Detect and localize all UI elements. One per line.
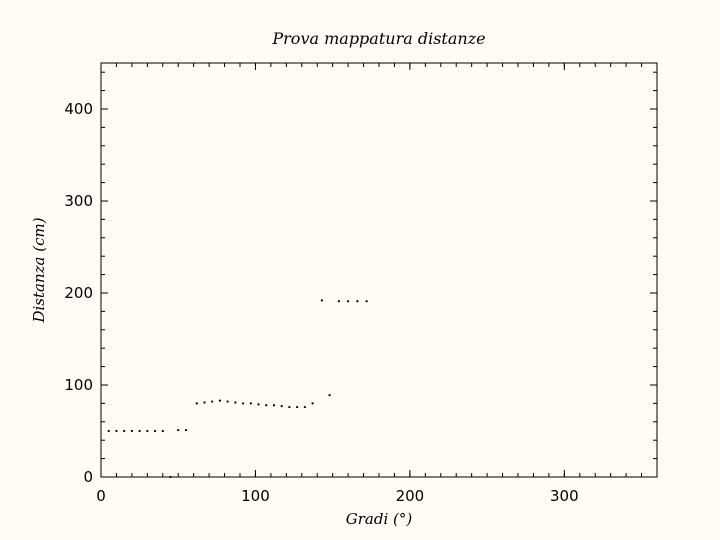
data-point — [280, 405, 283, 408]
y-axis-label: Distanza (cm) — [30, 217, 48, 323]
data-point — [303, 405, 306, 409]
data-point — [184, 428, 188, 432]
data-point — [153, 429, 157, 433]
data-point — [328, 394, 331, 397]
y-tick-label: 400 — [64, 100, 93, 118]
data-point — [365, 300, 368, 303]
x-axis-label: Gradi (°) — [346, 510, 413, 528]
data-point — [356, 300, 359, 303]
data-point — [195, 402, 198, 405]
data-point — [272, 404, 276, 407]
tick-labels: 0 100 200 300 0 100 200 300 400 — [64, 100, 578, 505]
data-point — [203, 401, 206, 404]
x-tick-label: 100 — [241, 487, 270, 505]
data-point — [115, 429, 118, 433]
data-point — [249, 402, 252, 405]
data-point — [146, 429, 149, 433]
data-point — [218, 399, 222, 402]
plot-frame — [100, 62, 658, 478]
y-tick-label: 200 — [64, 284, 93, 302]
data-points — [107, 299, 368, 479]
data-point — [138, 429, 141, 433]
data-point — [337, 300, 340, 303]
data-point — [123, 429, 126, 433]
data-point — [288, 405, 291, 409]
y-tick-label: 300 — [64, 192, 93, 210]
data-point — [296, 405, 299, 409]
data-point — [257, 403, 260, 406]
x-tick-label: 200 — [396, 487, 425, 505]
data-point — [320, 299, 323, 302]
data-point — [211, 400, 214, 403]
x-tick-label: 300 — [550, 487, 579, 505]
data-point — [161, 429, 164, 433]
data-point — [130, 429, 133, 433]
chart-title: Prova mappatura distanze — [271, 29, 485, 48]
data-point — [347, 300, 350, 303]
data-point — [234, 401, 237, 404]
y-tick-label: 100 — [64, 376, 93, 394]
data-point — [265, 404, 268, 407]
data-point — [311, 402, 314, 405]
data-point — [226, 400, 229, 403]
y-tick-label: 0 — [83, 468, 93, 486]
data-point — [241, 402, 245, 405]
x-tick-label: 0 — [96, 487, 106, 505]
data-point — [107, 429, 110, 433]
data-point — [177, 428, 180, 432]
